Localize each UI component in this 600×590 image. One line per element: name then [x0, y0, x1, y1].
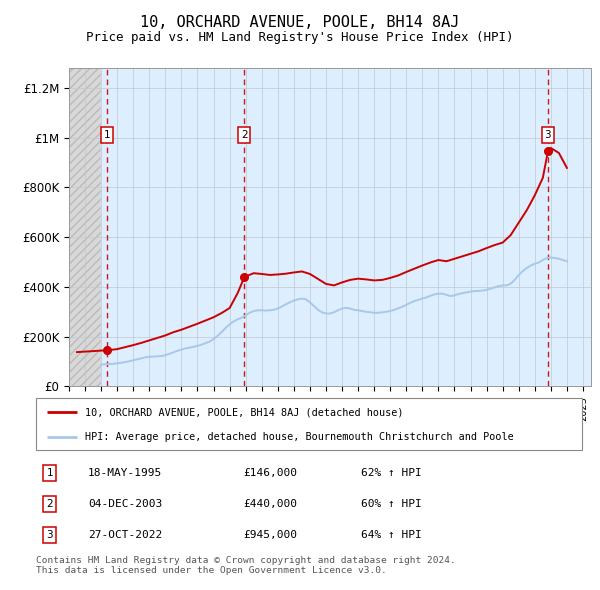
Text: 04-DEC-2003: 04-DEC-2003	[88, 499, 162, 509]
Text: £440,000: £440,000	[244, 499, 298, 509]
Text: 10, ORCHARD AVENUE, POOLE, BH14 8AJ (detached house): 10, ORCHARD AVENUE, POOLE, BH14 8AJ (det…	[85, 407, 404, 417]
Text: Price paid vs. HM Land Registry's House Price Index (HPI): Price paid vs. HM Land Registry's House …	[86, 31, 514, 44]
Bar	[69, 68, 101, 386]
FancyBboxPatch shape	[36, 398, 582, 450]
Text: HPI: Average price, detached house, Bournemouth Christchurch and Poole: HPI: Average price, detached house, Bour…	[85, 432, 514, 441]
Text: 64% ↑ HPI: 64% ↑ HPI	[361, 530, 422, 540]
Text: £945,000: £945,000	[244, 530, 298, 540]
Bar	[69, 68, 101, 386]
Text: 60% ↑ HPI: 60% ↑ HPI	[361, 499, 422, 509]
Text: Contains HM Land Registry data © Crown copyright and database right 2024.
This d: Contains HM Land Registry data © Crown c…	[36, 556, 456, 575]
Text: 3: 3	[545, 130, 551, 140]
Text: 1: 1	[104, 130, 110, 140]
Text: 62% ↑ HPI: 62% ↑ HPI	[361, 468, 422, 478]
Text: 27-OCT-2022: 27-OCT-2022	[88, 530, 162, 540]
Text: 2: 2	[46, 499, 53, 509]
Text: 3: 3	[46, 530, 53, 540]
Bar	[101, 68, 591, 386]
Text: 2: 2	[241, 130, 248, 140]
Text: 1: 1	[46, 468, 53, 478]
Text: £146,000: £146,000	[244, 468, 298, 478]
Text: 10, ORCHARD AVENUE, POOLE, BH14 8AJ: 10, ORCHARD AVENUE, POOLE, BH14 8AJ	[140, 15, 460, 30]
Text: 18-MAY-1995: 18-MAY-1995	[88, 468, 162, 478]
